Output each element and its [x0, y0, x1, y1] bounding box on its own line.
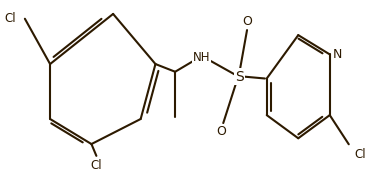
Text: S: S [235, 70, 243, 84]
Text: N: N [333, 48, 342, 61]
Text: O: O [216, 125, 226, 138]
Text: Cl: Cl [354, 148, 366, 161]
Text: O: O [242, 15, 252, 28]
Text: Cl: Cl [91, 159, 102, 172]
Text: NH: NH [193, 51, 211, 64]
Text: Cl: Cl [4, 12, 16, 25]
